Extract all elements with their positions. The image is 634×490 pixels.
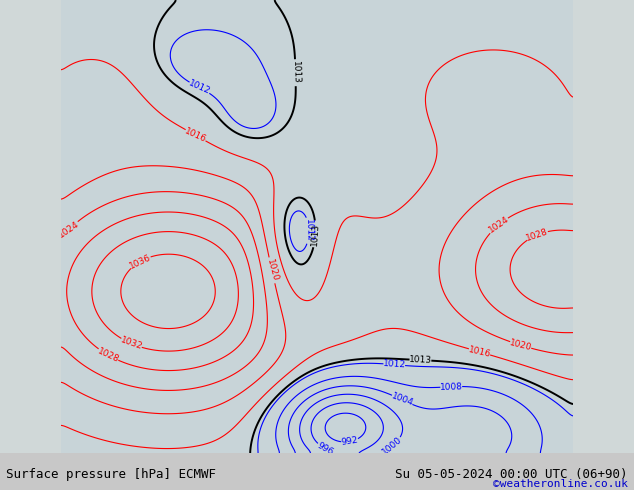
Text: 1032: 1032 <box>119 336 144 352</box>
Text: 1020: 1020 <box>508 338 533 352</box>
Text: 1012: 1012 <box>304 219 314 242</box>
Text: 1012: 1012 <box>187 79 212 97</box>
Text: 1020: 1020 <box>264 258 279 283</box>
Text: 1016: 1016 <box>183 126 208 144</box>
Text: 1013: 1013 <box>409 355 432 365</box>
Text: 1024: 1024 <box>487 215 510 235</box>
Text: 1000: 1000 <box>380 435 404 457</box>
Text: 1016: 1016 <box>467 345 492 359</box>
Text: 992: 992 <box>340 436 359 447</box>
Text: 1036: 1036 <box>128 252 153 270</box>
Text: 1012: 1012 <box>382 359 406 370</box>
Text: Surface pressure [hPa] ECMWF: Surface pressure [hPa] ECMWF <box>6 468 216 481</box>
Text: 1008: 1008 <box>439 382 463 392</box>
Text: 1013: 1013 <box>290 61 301 84</box>
Text: 1013: 1013 <box>310 222 321 246</box>
Text: 996: 996 <box>316 441 335 457</box>
Text: 1024: 1024 <box>57 220 81 240</box>
Text: 1028: 1028 <box>525 227 550 243</box>
Text: Su 05-05-2024 00:00 UTC (06+90): Su 05-05-2024 00:00 UTC (06+90) <box>395 468 628 481</box>
Text: ©weatheronline.co.uk: ©weatheronline.co.uk <box>493 479 628 489</box>
Text: 1004: 1004 <box>390 392 415 408</box>
Text: 1028: 1028 <box>96 346 120 364</box>
